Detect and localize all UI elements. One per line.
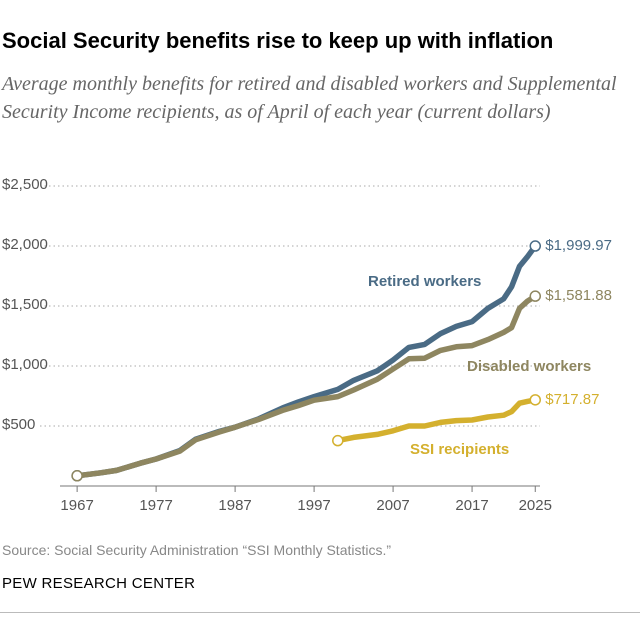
value-label: $717.87 <box>545 391 599 408</box>
end-point <box>529 394 542 406</box>
x-tick-label: 1967 <box>60 497 93 514</box>
series-line <box>76 293 537 479</box>
x-tick-label: 1987 <box>218 497 251 514</box>
y-tick-label: $1,000 <box>2 356 48 373</box>
credit: PEW RESEARCH CENTER <box>2 575 196 592</box>
y-tick-label: $2,500 <box>2 176 48 193</box>
value-label: $1,999.97 <box>545 237 612 254</box>
x-tick-label: 2025 <box>519 497 552 514</box>
source-note: Source: Social Security Administration “… <box>2 542 392 558</box>
series-label: SSI recipients <box>410 441 509 458</box>
end-point <box>71 470 83 482</box>
x-tick-label: 2017 <box>455 497 488 514</box>
y-tick-label: $1,500 <box>2 296 48 313</box>
end-point <box>529 290 542 302</box>
chart: $500 $1,000 $1,500 $2,000 $2,500 1967 1977 1987… <box>2 176 612 514</box>
series-label: Retired workers <box>368 273 481 290</box>
end-point <box>332 434 344 447</box>
x-tick-label: 2007 <box>376 497 409 514</box>
y-tick-label: $2,000 <box>2 236 48 253</box>
series-label: Disabled workers <box>467 358 591 375</box>
x-tick-label: 1997 <box>297 497 330 514</box>
x-tick-label: 1977 <box>139 497 172 514</box>
chart-subtitle: Average monthly benefits for retired and… <box>2 73 617 123</box>
end-point <box>529 240 542 252</box>
chart-title: Social Security benefits rise to keep up… <box>2 28 554 53</box>
series-line <box>337 397 536 444</box>
value-label: $1,581.88 <box>545 287 612 304</box>
divider <box>0 612 640 613</box>
y-tick-label: $500 <box>2 416 35 433</box>
